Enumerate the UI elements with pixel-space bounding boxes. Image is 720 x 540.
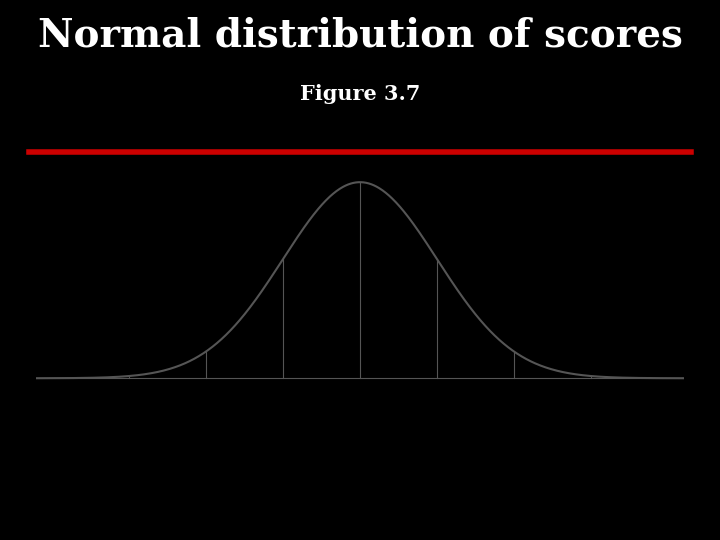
Text: 99.9: 99.9	[577, 525, 606, 538]
Text: 2: 2	[510, 462, 518, 475]
Text: score: score	[57, 495, 94, 508]
Text: 60: 60	[429, 495, 445, 508]
Text: Figure 3.7: Figure 3.7	[300, 84, 420, 104]
Text: –3: –3	[122, 397, 135, 410]
Text: 13.59%: 13.59%	[457, 345, 494, 355]
Text: 30: 30	[198, 495, 214, 508]
Text: 75: 75	[583, 430, 600, 443]
Text: –2: –2	[199, 397, 213, 410]
Text: 2.15%: 2.15%	[538, 345, 568, 355]
Text: 70: 70	[506, 430, 522, 443]
Text: 3: 3	[588, 397, 595, 410]
Text: $\dot{V}$O$_2$: $\dot{V}$O$_2$	[42, 424, 68, 443]
Text: –1: –1	[276, 397, 290, 410]
Text: 50: 50	[352, 495, 368, 508]
Text: s: s	[42, 397, 49, 410]
Text: 40: 40	[275, 495, 291, 508]
Text: 1: 1	[433, 462, 441, 475]
Text: 50: 50	[198, 430, 214, 443]
Text: 65: 65	[429, 430, 445, 443]
Text: 2.3: 2.3	[196, 525, 215, 538]
Text: 1: 1	[433, 397, 441, 410]
Text: 50: 50	[352, 525, 368, 538]
Text: 0: 0	[356, 462, 364, 475]
Text: 0.1: 0.1	[119, 525, 138, 538]
Text: 13.59%: 13.59%	[226, 345, 263, 355]
Text: 34.13%: 34.13%	[303, 345, 340, 355]
Text: 55: 55	[275, 430, 291, 443]
Text: 3: 3	[588, 462, 595, 475]
Text: –2: –2	[199, 462, 213, 475]
Text: 97.7: 97.7	[500, 525, 528, 538]
Text: 84: 84	[429, 525, 445, 538]
Text: 34.13%: 34.13%	[380, 345, 417, 355]
Text: –0.13%: –0.13%	[72, 345, 108, 355]
Text: 16: 16	[275, 525, 291, 538]
Text: z score: z score	[42, 462, 86, 475]
Text: 2: 2	[510, 397, 518, 410]
Text: Percentile: Percentile	[42, 525, 104, 538]
Text: –3: –3	[122, 462, 135, 475]
Text: 70: 70	[506, 495, 522, 508]
Text: 2.15%: 2.15%	[152, 345, 182, 355]
Text: 0: 0	[356, 397, 364, 410]
Text: 60: 60	[352, 430, 368, 443]
Text: –1: –1	[276, 462, 290, 475]
Text: Normal distribution of scores: Normal distribution of scores	[37, 17, 683, 55]
Text: 80: 80	[583, 495, 600, 508]
Text: 45: 45	[121, 430, 137, 443]
Text: $T$: $T$	[42, 495, 53, 508]
Text: –0.13%: –0.13%	[612, 345, 648, 355]
Text: 20: 20	[121, 495, 137, 508]
